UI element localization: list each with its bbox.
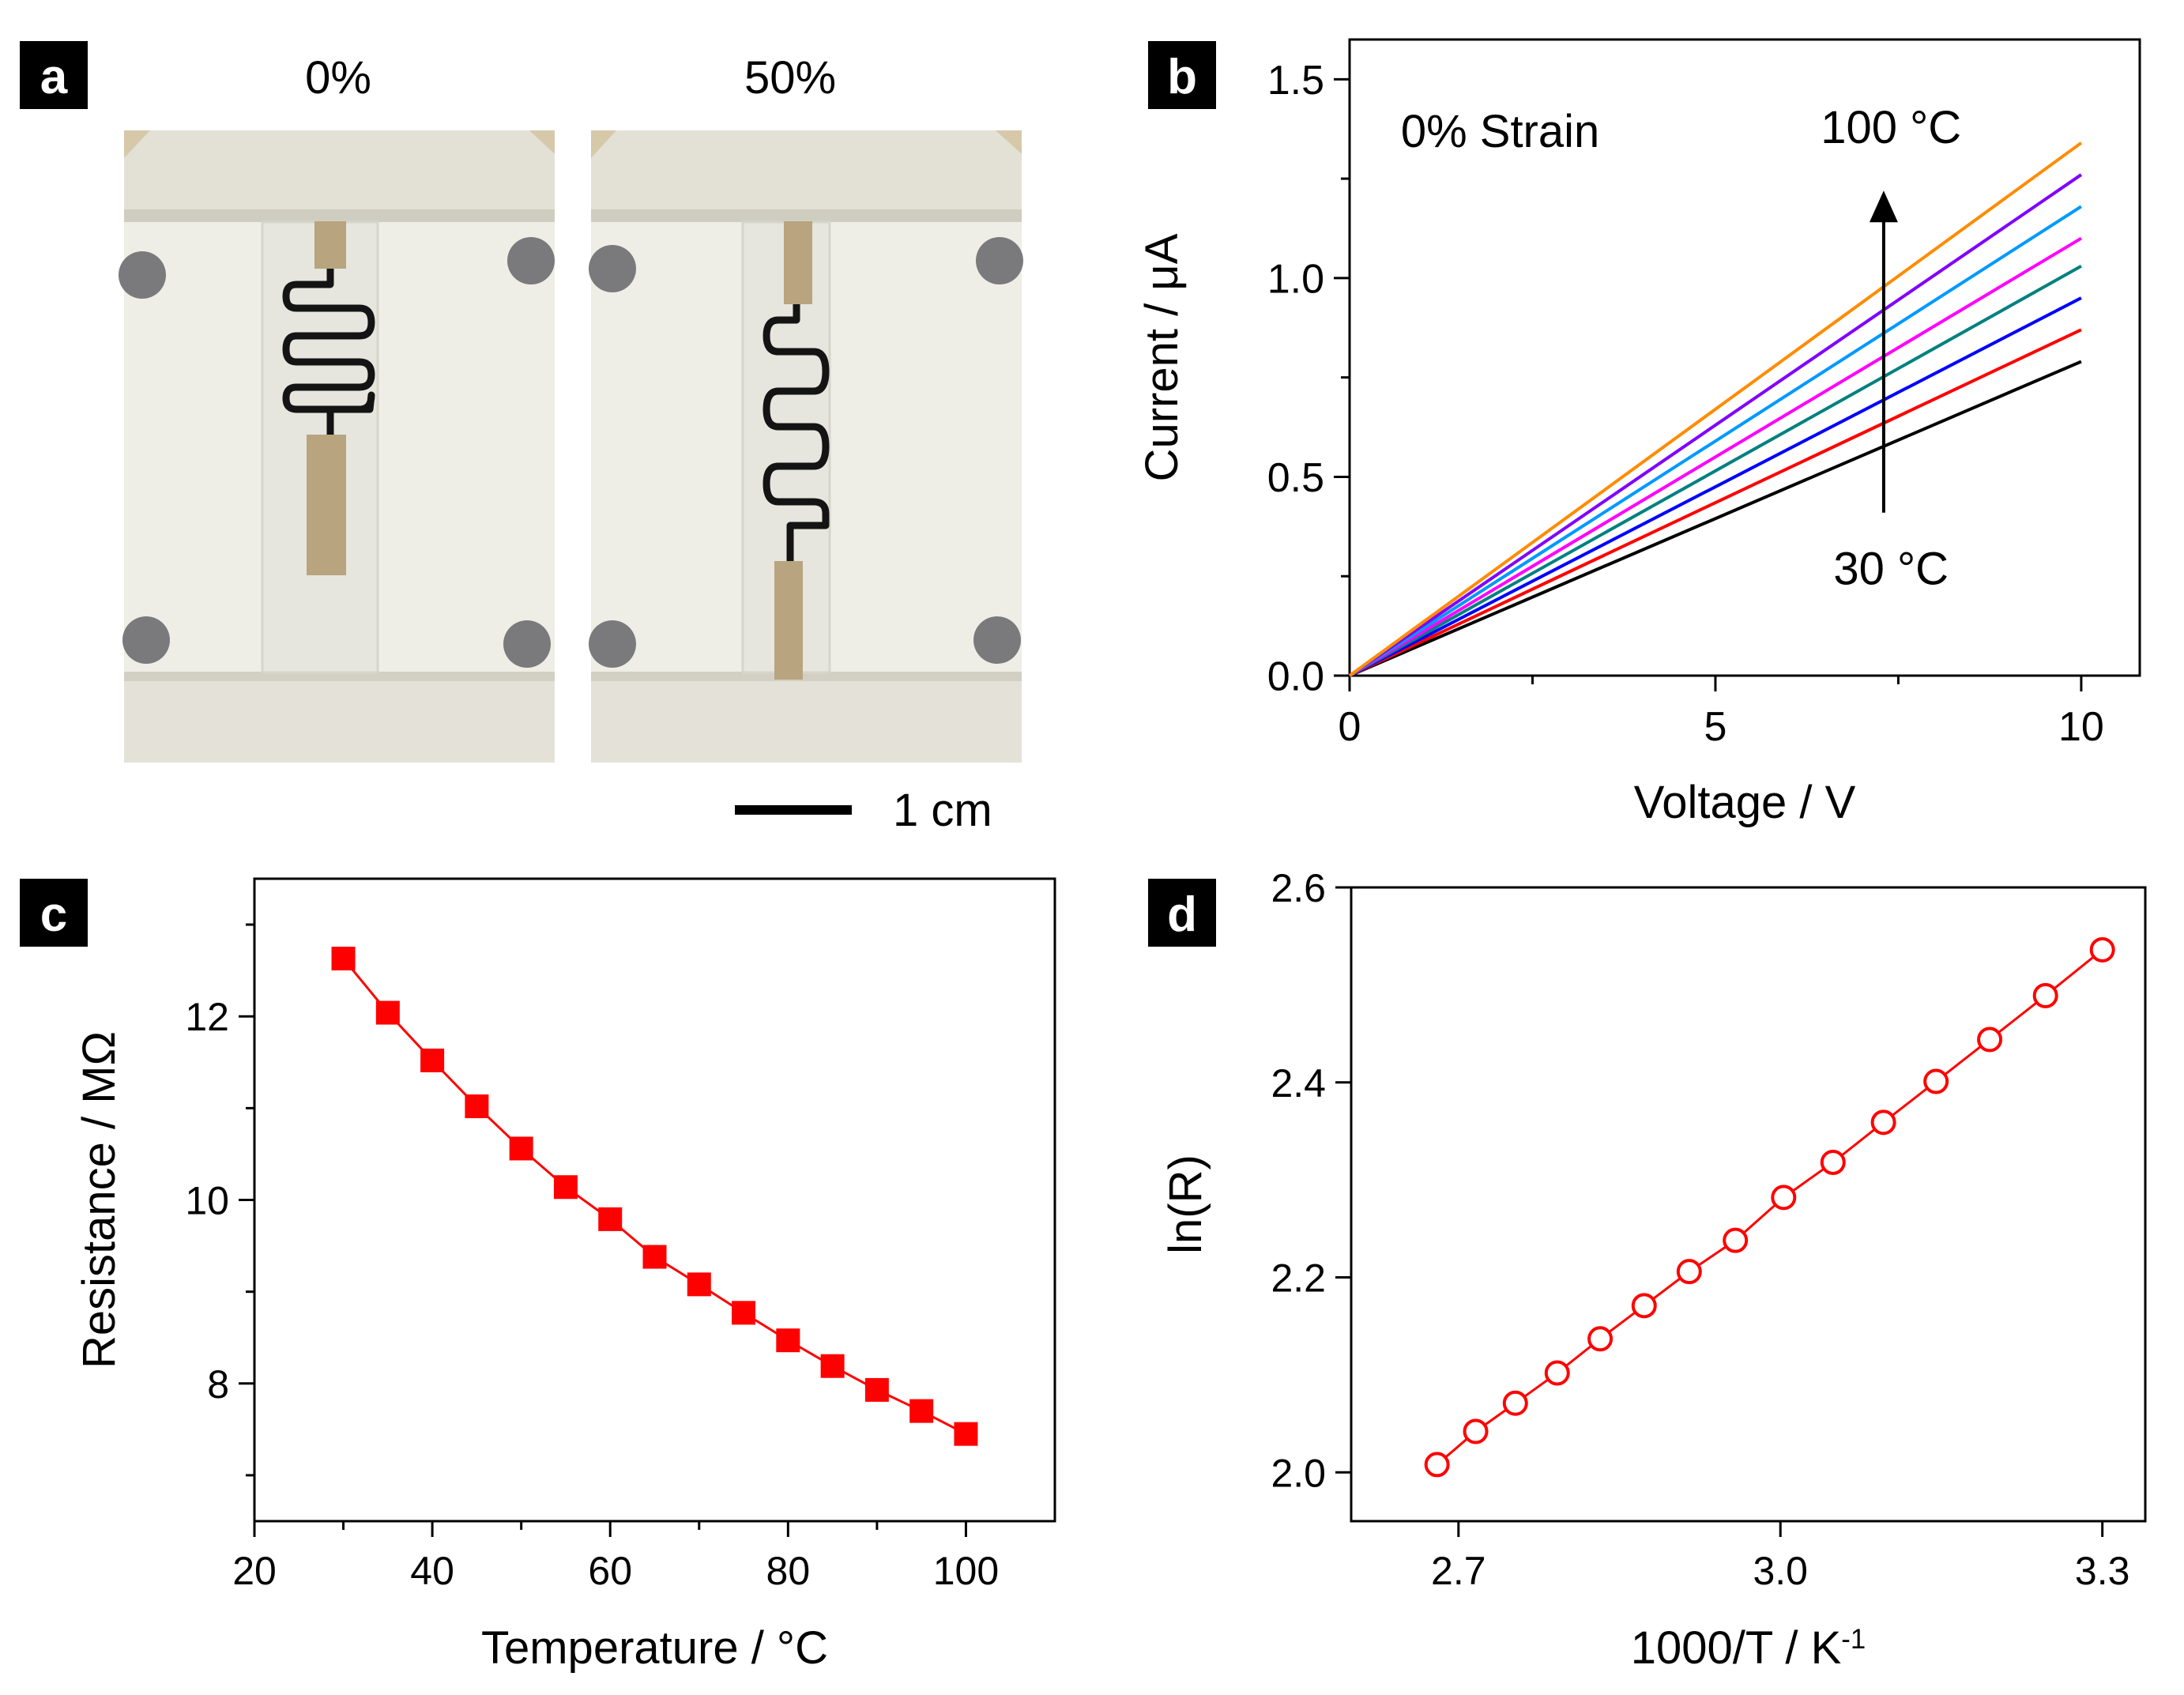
panel-a-label-box bbox=[20, 41, 88, 109]
annotation-high-temp: 100 °C bbox=[1821, 102, 1961, 153]
resistance-point bbox=[776, 1328, 800, 1353]
x-tick-label: 5 bbox=[1704, 704, 1727, 750]
panel-b: b 0 5 10 0.0 0.5 1.0 1.5 Voltage / V Current / μ… bbox=[1136, 38, 2141, 828]
y-tick-label: 2.0 bbox=[1271, 1451, 1326, 1495]
series-line-100c bbox=[1348, 141, 2083, 677]
lnr-point bbox=[1923, 1068, 1949, 1094]
panel-c: c 20 40 60 80 100 8 10 12 Temperature / °C Resist… bbox=[20, 877, 1056, 1674]
y-tick-label: 2.2 bbox=[1271, 1256, 1326, 1301]
resistance-line bbox=[342, 958, 967, 1435]
x-tick-label: 3.0 bbox=[1753, 1549, 1808, 1593]
resistance-point bbox=[375, 1000, 400, 1025]
photo-stretched bbox=[589, 130, 1023, 763]
lnr-point bbox=[1820, 1149, 1846, 1175]
resistance-point bbox=[732, 1301, 756, 1325]
x-tick-label: 3.3 bbox=[2075, 1549, 2130, 1593]
x-tick-label: 10 bbox=[2058, 704, 2104, 750]
lnr-point bbox=[2032, 982, 2058, 1008]
annotation-strain: 0% Strain bbox=[1401, 106, 1599, 157]
resistance-point bbox=[954, 1422, 978, 1446]
lnr-point bbox=[1587, 1326, 1614, 1352]
y-tick-label: 12 bbox=[185, 995, 229, 1039]
panel-b-label: b bbox=[1167, 50, 1197, 104]
chart-c-y-axis-label: Resistance / MΩ bbox=[73, 1031, 125, 1369]
panel-a-label: a bbox=[40, 50, 68, 104]
series-line-70c bbox=[1348, 236, 2082, 677]
chart-d-x-axis-label-superscript: -1 bbox=[1841, 1624, 1866, 1655]
resistance-point bbox=[864, 1377, 889, 1402]
lnr-point bbox=[1631, 1293, 1657, 1319]
panel-c-label: c bbox=[40, 887, 67, 942]
resistance-point bbox=[509, 1136, 533, 1161]
x-tick-label: 20 bbox=[232, 1549, 277, 1593]
photo-caption-0-percent: 0% bbox=[305, 52, 371, 104]
chart-d-y-axis-label: ln(R) bbox=[1160, 1154, 1211, 1254]
y-tick-label: 1.5 bbox=[1267, 58, 1324, 104]
x-tick-label: 100 bbox=[933, 1549, 999, 1593]
y-tick-label: 1.0 bbox=[1267, 257, 1324, 303]
resistance-point bbox=[598, 1207, 623, 1231]
resistance-point bbox=[420, 1048, 445, 1072]
series-line-50c bbox=[1349, 296, 2082, 677]
resistance-point bbox=[687, 1272, 711, 1297]
lnr-point bbox=[1870, 1109, 1896, 1136]
y-tick-label: 2.4 bbox=[1271, 1061, 1326, 1106]
chart-b-frame bbox=[1348, 38, 2141, 677]
chart-d: 2.7 3.0 3.3 2.0 2.2 2.4 2.6 1000/T / K-1 ln(R) bbox=[1160, 866, 2147, 1674]
series-line-90c bbox=[1348, 173, 2083, 677]
series-line-40c bbox=[1349, 328, 2082, 677]
panel-d-label-box bbox=[1148, 879, 1216, 947]
lnr-point bbox=[1771, 1185, 1797, 1211]
lnr-point bbox=[1463, 1418, 1489, 1445]
lnr-point bbox=[1424, 1452, 1450, 1478]
annotation-low-temp: 30 °C bbox=[1833, 543, 1949, 594]
lnr-point bbox=[1723, 1227, 1749, 1253]
x-tick-label: 2.7 bbox=[1431, 1549, 1486, 1593]
chart-b-x-axis-label: Voltage / V bbox=[1634, 777, 1856, 828]
resistance-point bbox=[820, 1354, 845, 1378]
series-line-60c bbox=[1349, 265, 2082, 677]
photo-caption-50-percent: 50% bbox=[744, 52, 836, 104]
resistance-point bbox=[642, 1245, 667, 1269]
lnr-line bbox=[1436, 948, 2103, 1466]
panel-d-label: d bbox=[1167, 887, 1197, 942]
photo-unstretched bbox=[119, 130, 555, 763]
y-tick-label: 0.0 bbox=[1267, 654, 1324, 700]
chart-b-y-axis-label: Current / μA bbox=[1136, 233, 1188, 481]
temperature-arrow-head bbox=[1869, 190, 1898, 223]
chart-c: 20 40 60 80 100 8 10 12 Temperature / °C Resistan… bbox=[73, 877, 1056, 1674]
chart-c-frame bbox=[253, 877, 1056, 1523]
lnr-point bbox=[2089, 936, 2115, 962]
y-tick-label: 2.6 bbox=[1271, 866, 1326, 910]
lnr-point bbox=[1676, 1259, 1702, 1285]
series-line-30c bbox=[1349, 360, 2082, 677]
x-tick-label: 60 bbox=[588, 1549, 632, 1593]
panel-c-label-box bbox=[20, 879, 88, 947]
panel-b-label-box bbox=[1148, 41, 1216, 109]
series-line-80c bbox=[1348, 205, 2083, 677]
x-tick-label: 40 bbox=[410, 1549, 454, 1593]
chart-c-x-axis-label: Temperature / °C bbox=[481, 1622, 828, 1674]
scale-bar-label: 1 cm bbox=[893, 785, 992, 836]
chart-b: 0 5 10 0.0 0.5 1.0 1.5 Voltage / V Current / μA 0… bbox=[1136, 38, 2141, 828]
chart-d-frame bbox=[1350, 886, 2147, 1523]
x-tick-label: 0 bbox=[1339, 704, 1361, 750]
y-tick-label: 10 bbox=[185, 1179, 229, 1223]
panel-a: a 0% 50% bbox=[20, 41, 1023, 836]
resistance-point bbox=[553, 1175, 578, 1200]
resistance-point bbox=[465, 1094, 489, 1119]
y-tick-label: 8 bbox=[207, 1362, 229, 1407]
x-tick-label: 80 bbox=[766, 1549, 811, 1593]
resistance-point bbox=[909, 1399, 934, 1423]
lnr-point bbox=[1502, 1390, 1528, 1416]
panel-d: d 2.7 3.0 3.3 2.0 2.2 2.4 2.6 1000/T / K-1 ln(R) bbox=[1148, 866, 2147, 1674]
chart-d-x-axis-label: 1000/T / K-1 bbox=[1631, 1622, 1866, 1674]
resistance-point bbox=[331, 947, 356, 971]
y-tick-label: 0.5 bbox=[1267, 455, 1324, 501]
lnr-point bbox=[1544, 1360, 1570, 1386]
lnr-point bbox=[1977, 1026, 2003, 1053]
